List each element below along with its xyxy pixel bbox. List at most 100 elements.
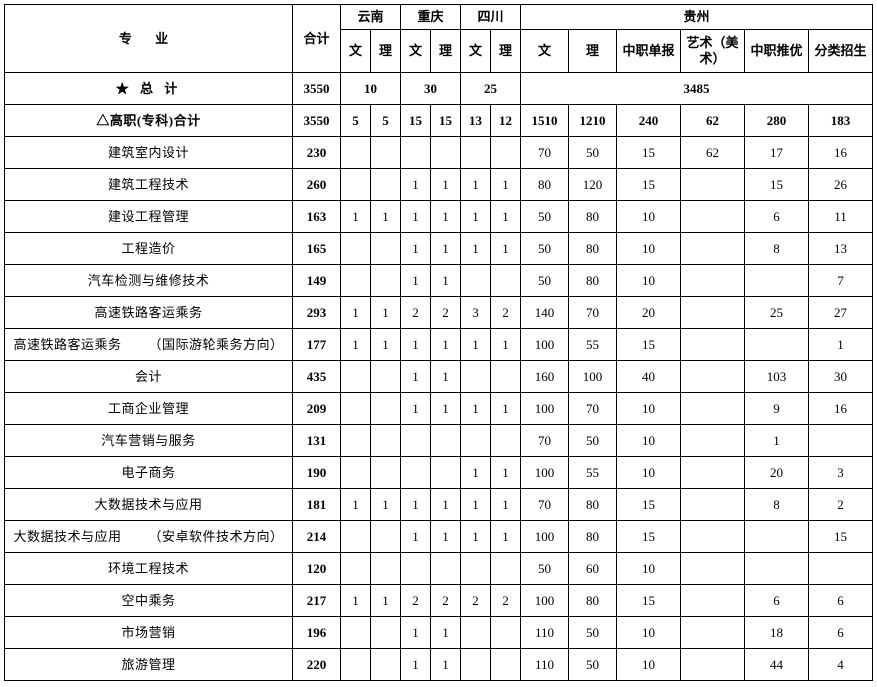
data-cell: 20 bbox=[745, 457, 809, 489]
hdr-gz-li: 理 bbox=[569, 30, 617, 73]
data-cell: 214 bbox=[293, 521, 341, 553]
data-cell bbox=[401, 137, 431, 169]
data-cell: 1 bbox=[371, 489, 401, 521]
major-name: 汽车营销与服务 bbox=[5, 425, 293, 457]
data-cell: 100 bbox=[521, 585, 569, 617]
data-cell: 50 bbox=[569, 617, 617, 649]
data-cell bbox=[371, 457, 401, 489]
table-row: 建筑室内设计230705015621716 bbox=[5, 137, 873, 169]
data-cell: 1 bbox=[461, 201, 491, 233]
subtotal-cell: 13 bbox=[461, 105, 491, 137]
table-row: 工程造价1651111508010813 bbox=[5, 233, 873, 265]
major-name: 建筑工程技术 bbox=[5, 169, 293, 201]
major-name: 高速铁路客运乘务 （国际游轮乘务方向） bbox=[5, 329, 293, 361]
data-cell: 8 bbox=[745, 233, 809, 265]
data-cell: 17 bbox=[745, 137, 809, 169]
data-cell: 110 bbox=[521, 649, 569, 681]
data-cell bbox=[745, 521, 809, 553]
data-cell bbox=[745, 329, 809, 361]
data-cell: 7 bbox=[809, 265, 873, 297]
hdr-sc-wen: 文 bbox=[461, 30, 491, 73]
table-row: 工商企业管理20911111007010916 bbox=[5, 393, 873, 425]
data-cell: 217 bbox=[293, 585, 341, 617]
data-cell: 1 bbox=[401, 361, 431, 393]
data-cell bbox=[371, 425, 401, 457]
data-cell: 80 bbox=[569, 585, 617, 617]
data-cell: 1 bbox=[461, 393, 491, 425]
hdr-sichuan: 四川 bbox=[461, 5, 521, 30]
data-cell: 9 bbox=[745, 393, 809, 425]
major-name: 环境工程技术 bbox=[5, 553, 293, 585]
data-cell: 149 bbox=[293, 265, 341, 297]
data-cell: 196 bbox=[293, 617, 341, 649]
major-name: 大数据技术与应用 bbox=[5, 489, 293, 521]
data-cell bbox=[491, 553, 521, 585]
data-cell bbox=[341, 137, 371, 169]
table-row: 汽车检测与维修技术149115080107 bbox=[5, 265, 873, 297]
data-cell: 70 bbox=[521, 137, 569, 169]
hdr-gz-zzdb: 中职单报 bbox=[617, 30, 681, 73]
data-cell bbox=[341, 521, 371, 553]
data-cell: 1 bbox=[745, 425, 809, 457]
data-cell bbox=[491, 425, 521, 457]
data-cell: 11 bbox=[809, 201, 873, 233]
data-cell: 2 bbox=[431, 297, 461, 329]
data-cell bbox=[681, 553, 745, 585]
data-cell: 10 bbox=[617, 617, 681, 649]
data-cell: 120 bbox=[293, 553, 341, 585]
data-cell: 10 bbox=[617, 233, 681, 265]
data-cell bbox=[681, 521, 745, 553]
data-cell bbox=[491, 265, 521, 297]
subtotal-cell: 15 bbox=[401, 105, 431, 137]
data-cell: 1 bbox=[401, 617, 431, 649]
data-cell: 10 bbox=[617, 457, 681, 489]
data-cell: 70 bbox=[569, 297, 617, 329]
data-cell bbox=[809, 553, 873, 585]
data-cell bbox=[461, 617, 491, 649]
data-cell bbox=[681, 233, 745, 265]
data-cell: 1 bbox=[461, 169, 491, 201]
data-cell: 1 bbox=[431, 169, 461, 201]
data-cell bbox=[681, 329, 745, 361]
data-cell bbox=[371, 393, 401, 425]
hdr-total: 合计 bbox=[293, 5, 341, 73]
data-cell bbox=[745, 553, 809, 585]
data-cell bbox=[341, 393, 371, 425]
subtotal-cell: 12 bbox=[491, 105, 521, 137]
data-cell: 100 bbox=[569, 361, 617, 393]
data-cell bbox=[431, 425, 461, 457]
table-row: 大数据技术与应用 （安卓软件技术方向）2141111100801515 bbox=[5, 521, 873, 553]
data-cell bbox=[491, 617, 521, 649]
data-cell: 10 bbox=[617, 393, 681, 425]
subtotal-cell: 15 bbox=[431, 105, 461, 137]
data-cell: 2 bbox=[401, 297, 431, 329]
data-cell bbox=[461, 425, 491, 457]
data-cell bbox=[681, 169, 745, 201]
table-row: 高速铁路客运乘务 （国际游轮乘务方向）17711111110055151 bbox=[5, 329, 873, 361]
data-cell: 293 bbox=[293, 297, 341, 329]
data-cell bbox=[341, 169, 371, 201]
data-cell: 16 bbox=[809, 393, 873, 425]
subtotal-cell: 280 bbox=[745, 105, 809, 137]
hdr-gz-art: 艺术（美术） bbox=[681, 30, 745, 73]
data-cell: 55 bbox=[569, 329, 617, 361]
data-cell bbox=[371, 553, 401, 585]
data-cell bbox=[371, 361, 401, 393]
major-name: 工商企业管理 bbox=[5, 393, 293, 425]
data-cell: 1 bbox=[491, 329, 521, 361]
data-cell: 80 bbox=[521, 169, 569, 201]
data-cell: 1 bbox=[431, 393, 461, 425]
data-cell: 3 bbox=[809, 457, 873, 489]
data-cell: 1 bbox=[371, 329, 401, 361]
data-cell: 2 bbox=[491, 585, 521, 617]
data-cell bbox=[681, 297, 745, 329]
data-cell bbox=[371, 617, 401, 649]
data-cell bbox=[461, 361, 491, 393]
data-cell: 1 bbox=[461, 329, 491, 361]
data-cell bbox=[371, 265, 401, 297]
data-cell: 2 bbox=[491, 297, 521, 329]
data-cell: 70 bbox=[521, 489, 569, 521]
data-cell: 44 bbox=[745, 649, 809, 681]
totals-sum: 3550 bbox=[293, 73, 341, 105]
subtotal-cell: 183 bbox=[809, 105, 873, 137]
